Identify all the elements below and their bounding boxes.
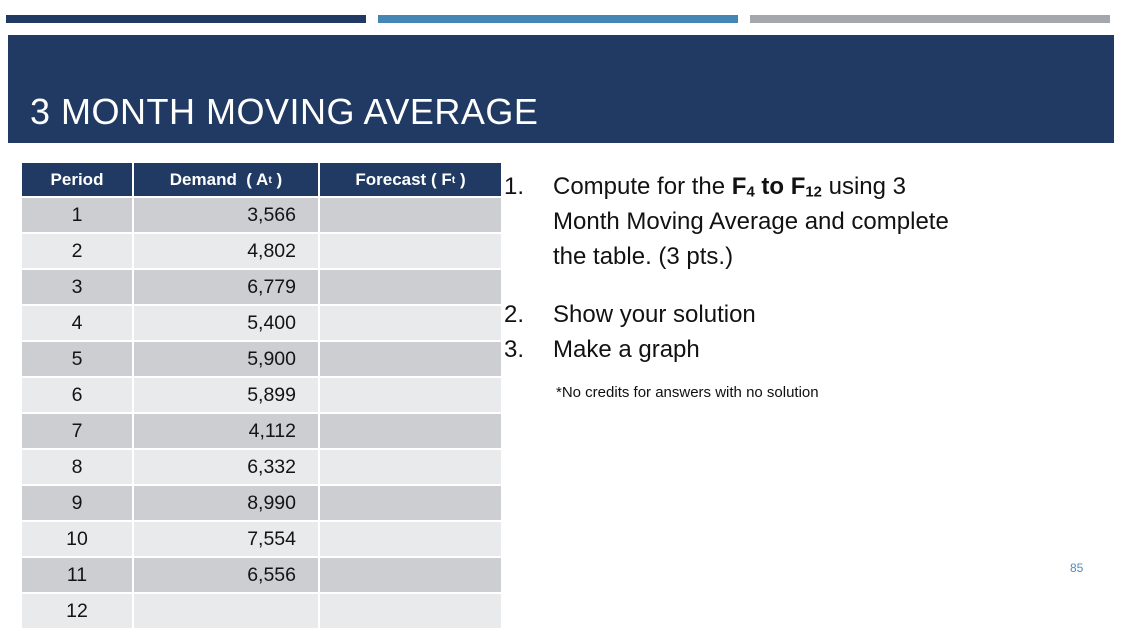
instruction-1-number: 1. (504, 173, 525, 200)
table-cell-period: 6 (22, 378, 132, 412)
table-cell-demand: 8,990 (134, 486, 318, 520)
table-cell-demand: 5,899 (134, 378, 318, 412)
table-cell-forecast (320, 450, 501, 484)
instruction-2-text: Show your solution (553, 301, 756, 328)
no-credit-note: *No credits for answers with no solution (556, 384, 819, 401)
table-cell-demand: 5,400 (134, 306, 318, 340)
instruction-3-number: 3. (504, 336, 525, 363)
table-cell-period: 1 (22, 198, 132, 232)
instruction-item-2: 2. Show your solution (504, 297, 1044, 332)
table-cell-demand: 7,554 (134, 522, 318, 556)
top-accent-bar-blue (378, 15, 738, 23)
table-cell-period: 4 (22, 306, 132, 340)
instruction-item-1: 1. Compute for the F4 to F12 using 3 Mon… (504, 169, 1044, 274)
table-cell-forecast (320, 378, 501, 412)
top-accent-bar-gray (750, 15, 1110, 23)
table-cell-forecast (320, 486, 501, 520)
table-cell-period: 12 (22, 594, 132, 628)
table-cell-demand: 4,802 (134, 234, 318, 268)
table-cell-forecast (320, 594, 501, 628)
table-cell-demand: 5,900 (134, 342, 318, 376)
instruction-1-text: Compute for the F4 to F12 using 3 Month … (553, 173, 949, 270)
instruction-3-text: Make a graph (553, 336, 700, 363)
table-cell-forecast (320, 198, 501, 232)
slide-page-number: 85 (1070, 561, 1084, 575)
table-cell-forecast (320, 342, 501, 376)
table-cell-forecast (320, 270, 501, 304)
table-cell-period: 11 (22, 558, 132, 592)
column-header-period: Period (22, 163, 132, 196)
instruction-2-number: 2. (504, 301, 525, 328)
table-cell-period: 5 (22, 342, 132, 376)
table-cell-demand: 3,566 (134, 198, 318, 232)
table-cell-forecast (320, 522, 501, 556)
top-accent-bar-navy (6, 15, 366, 23)
table-cell-period: 9 (22, 486, 132, 520)
table-cell-period: 8 (22, 450, 132, 484)
slide-title: 3 MONTH MOVING AVERAGE (30, 91, 539, 132)
table-cell-demand: 6,779 (134, 270, 318, 304)
table-cell-demand: 6,556 (134, 558, 318, 592)
table-cell-forecast (320, 414, 501, 448)
instruction-item-3: 3. Make a graph (504, 332, 1044, 367)
table-cell-forecast (320, 558, 501, 592)
table-cell-demand (134, 594, 318, 628)
table-cell-period: 3 (22, 270, 132, 304)
table-cell-period: 10 (22, 522, 132, 556)
table-cell-forecast (320, 234, 501, 268)
table-cell-demand: 6,332 (134, 450, 318, 484)
table-cell-forecast (320, 306, 501, 340)
table-cell-demand: 4,112 (134, 414, 318, 448)
table-cell-period: 7 (22, 414, 132, 448)
title-banner: 3 MONTH MOVING AVERAGE (8, 35, 1114, 143)
table-cell-period: 2 (22, 234, 132, 268)
instructions-list: 1. Compute for the F4 to F12 using 3 Mon… (504, 169, 1044, 402)
